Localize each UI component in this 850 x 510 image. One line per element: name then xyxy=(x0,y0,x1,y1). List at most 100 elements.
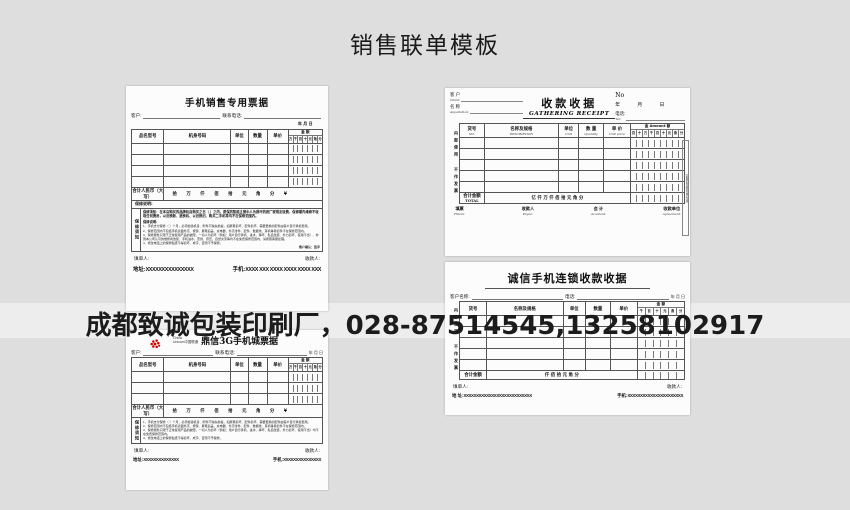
table-row[interactable] xyxy=(130,142,324,155)
table-row[interactable] xyxy=(459,181,685,193)
form2-client-line[interactable] xyxy=(461,96,524,102)
form2-body: 客 户 Client: 名 称 Appellation: 收款收据 GATHERIN… xyxy=(445,88,690,256)
table-row[interactable] xyxy=(459,315,686,327)
table-row[interactable] xyxy=(459,337,686,349)
form3-total-units: 拾 万 仟 佰 拾 元 角 分 ¥ xyxy=(163,404,323,418)
receipt-card-mobile-sales[interactable]: 手机销售专用票据 客户: 联系电话: 年 月 日 品名型号 机身号码 单位 数量… xyxy=(126,86,328,311)
form4-total-row: 合计金额 仟 佰 拾 元 角 分 xyxy=(459,370,686,380)
china-unicom-icon xyxy=(150,336,170,348)
form4-total-label: 合计金额 xyxy=(459,370,487,380)
unicom-logo-text: China Unicom中国联通 xyxy=(173,335,199,344)
form1-body: 手机销售专用票据 客户: 联系电话: 年 月 日 品名型号 机身号码 单位 数量… xyxy=(126,86,328,311)
form3-address-value: XXXXXXXXXXXXXX xyxy=(143,456,179,462)
form2-top: 客 户 Client: 名 称 Appellation: 收款收据 GATHERIN… xyxy=(450,92,685,123)
form2-client-row: 客 户 Client: xyxy=(450,92,524,102)
table-row[interactable] xyxy=(130,393,324,405)
form2-footer-accountant: 会 计 Acontant: xyxy=(590,206,606,216)
table-row[interactable] xyxy=(459,148,685,160)
form2-side-labels: 内部使用 不作发票 xyxy=(454,131,459,196)
form1-warranty-body: 保修须知：在本店购买的品牌机自购买之日（ ）之内，质保的智能主营中人为损坏的按厂… xyxy=(141,209,322,251)
form2-col-amount: 金 Amount 额 百十万千百十元角分 xyxy=(630,123,685,138)
form3-warranty-body: 1、手机支付保修（ ）个月，必须检验机身、附件不缺失前提，如屏幕损坏、配件损坏、… xyxy=(141,418,322,443)
form1-col-amount: 金 额 万千百十元角分 xyxy=(287,128,324,144)
form1-col-qty: 数量 xyxy=(247,128,268,144)
form3-warranty-item: 2、保修范围内不包括手机表面外壳、按键、屏幕后盖、充电器、外壳零件、配件、数据线… xyxy=(143,423,307,428)
receipt-card-gathering-receipt[interactable]: 客 户 Client: 名 称 Appellation: 收款收据 GATHERIN… xyxy=(445,88,690,256)
form1-phone-line[interactable] xyxy=(244,114,321,119)
form1-col-unit: 单位 xyxy=(230,128,249,144)
form1-address-row: 地址:XXXXXXXXXXXXXXX 手机:XXXX XXX XXXX XXXX… xyxy=(131,265,323,273)
form2-col-unitprice: 单 价 Unit price xyxy=(603,123,631,138)
form2-total-row: 合计金额 TOTAL 亿 仟 万 仟 佰 拾 元 角 分 xyxy=(459,192,685,204)
form3-warranty-item: 1、手机支付保修（ ）个月，必须检验机身、附件不缺失前提，如屏幕损坏、配件损坏、… xyxy=(143,419,311,424)
table-row[interactable] xyxy=(459,137,685,149)
form1-mobile-label: 手机: xyxy=(232,266,246,273)
form4-phone-line[interactable] xyxy=(577,295,669,300)
form3-phone-line[interactable] xyxy=(236,351,307,356)
form1-client-line[interactable] xyxy=(143,114,221,119)
form4-address-row: 地 址:XXXXXXXXXXXXXXXXXXXXXXXXXXX 手机:XXXXX… xyxy=(450,393,685,399)
form2-table: 货号 NO. 名称及规格 DESCRIPTION 单位 Unit 数 量 Quantit… xyxy=(459,123,685,204)
table-row[interactable] xyxy=(130,382,324,394)
form3-table: 品名型号 机身号码 单位 数量 单价 金 额 万千百十元角分 xyxy=(130,357,324,418)
form3-total-label: 合计人民币（大写） xyxy=(130,404,165,418)
form4-title: 诚信手机连锁收款收据 xyxy=(485,270,650,289)
form3-warranty-side-label: 保修须知 xyxy=(132,418,141,443)
receipt-card-chengxin-chain[interactable]: 诚信手机连锁收款收据 客户名称: 电话: 年 月 日 内部使用 不作发票 货号 … xyxy=(445,262,690,415)
form4-client-line[interactable] xyxy=(471,295,563,300)
form3-col-imei: 机身号码 xyxy=(163,357,232,372)
form3-warranty-item: 4、修改电话上的保修贴纸不得损坏、成字、否则不予保修。 xyxy=(143,436,223,441)
form3-warranty-box: 保修须知 1、手机支付保修（ ）个月，必须检验机身、附件不缺失前提，如屏幕损坏、… xyxy=(131,418,323,444)
form2-client-label: 客 户 Client: xyxy=(450,92,461,102)
form3-col-model: 品名型号 xyxy=(130,357,165,372)
form1-warranty-intro: 保修须知：在本店购买的品牌机自购买之日（ ）之内，质保的智能主营中人为损坏的按厂… xyxy=(143,210,319,219)
form3-amount-digit-head: 万千百十元角分 xyxy=(288,364,322,371)
form1-remark-label: 保修说明: xyxy=(131,199,323,209)
table-row[interactable] xyxy=(459,170,685,182)
form3-cashier-label: 收款人: xyxy=(304,447,320,453)
form4-cashier-label: 收款人: xyxy=(666,384,682,389)
form2-col-quantity: 数 量 Quantity xyxy=(578,123,604,138)
form3-col-price: 单价 xyxy=(266,357,289,372)
form2-appellation-label: 名 称 Appellation: xyxy=(450,104,469,114)
page-title: 销售联单模板 xyxy=(350,33,500,59)
form2-appellation-row: 名 称 Appellation: xyxy=(450,104,524,114)
form1-date-label: 年 月 日 xyxy=(297,121,313,127)
form2-amount-digit-head: 百十万千百十元角分 xyxy=(631,130,684,137)
form3-header-row: 品名型号 机身号码 单位 数量 单价 金 额 万千百十元角分 xyxy=(130,357,324,372)
form1-remark-row[interactable]: 保修说明: xyxy=(131,199,323,209)
form2-grid-wrap: 内部使用 不作发票 货号 NO. 名称及规格 DESCRIPTION 单位 Unit … xyxy=(450,123,685,204)
form4-signature-row: 填单人: 收款人: xyxy=(450,384,685,390)
table-row[interactable] xyxy=(459,326,686,338)
form4-meta-row: 客户名称: 电话: 年 月 日 xyxy=(450,294,685,300)
form2-total-units: 亿 仟 万 仟 佰 拾 元 角 分 xyxy=(483,192,632,204)
form1-col-imei: 机身号码 xyxy=(163,128,232,144)
form2-appellation-line[interactable] xyxy=(469,108,524,114)
form4-mobile-value: XXXXXXXXXXXXXXXXXXXXXX xyxy=(627,393,683,398)
form3-date-label: 年 月 日 xyxy=(308,350,324,355)
form2-tel-line[interactable] xyxy=(626,115,685,121)
form1-col-price: 单价 xyxy=(266,128,289,144)
receipt-card-dingxin-3g[interactable]: 鼎信3G手机城票据 客户: 联系电话: 年 月 日 品名型号 机身号码 单位 数… xyxy=(126,330,328,490)
form3-mobile-label: 手机: xyxy=(272,456,284,462)
table-row[interactable] xyxy=(459,348,686,360)
form1-date-row: 年 月 日 xyxy=(132,120,323,129)
form2-col-no: 货号 NO. xyxy=(459,123,485,138)
table-row[interactable] xyxy=(459,159,685,171)
table-row[interactable] xyxy=(130,153,324,166)
form3-phone-label: 联系电话: xyxy=(215,350,235,355)
watermark-text: 成都致诚包装印刷厂，028-87514545,13258102917 xyxy=(85,311,765,341)
form4-filler-label: 填单人: xyxy=(453,384,469,389)
form3-client-line[interactable] xyxy=(143,351,214,356)
table-row[interactable] xyxy=(459,359,686,371)
form4-address-value: XXXXXXXXXXXXXXXXXXXXXXXXXXX xyxy=(463,393,532,398)
form1-address-value: XXXXXXXXXXXXXXX xyxy=(145,266,194,273)
form1-total-units: 拾 万 仟 佰 拾 元 角 分 ¥ xyxy=(163,186,323,201)
table-row[interactable] xyxy=(130,175,324,188)
table-row[interactable] xyxy=(130,371,324,383)
form1-client-label: 客户: xyxy=(131,113,142,118)
form2-total-label: 合计金额 TOTAL xyxy=(459,192,485,204)
form1-warranty-heading: 保修说明: xyxy=(143,219,158,224)
form1-phone-label: 联系电话: xyxy=(222,113,243,118)
table-row[interactable] xyxy=(130,164,324,177)
